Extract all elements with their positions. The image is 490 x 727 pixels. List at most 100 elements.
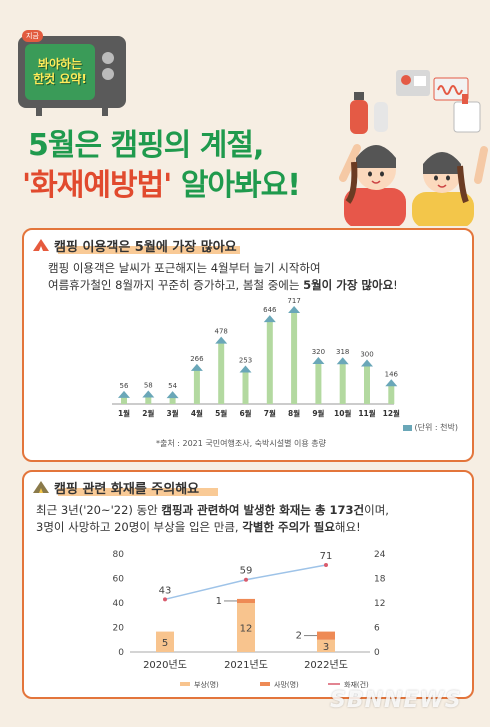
fire-safety-illustration [350, 70, 481, 134]
card-camping-fires: 캠핑 관련 화재를 주의해요 최근 3년('20~'22) 동안 캠핑과 관련하… [22, 470, 474, 699]
card2-header: 캠핑 관련 화재를 주의해요 [32, 478, 200, 497]
right-axis-tick: 0 [374, 648, 380, 658]
bar-1월 [121, 396, 127, 404]
d2a: 3명이 사망하고 20명이 부상을 입은 만큼, [36, 520, 243, 534]
bar-2월 [145, 396, 152, 404]
fire-label: 71 [320, 551, 333, 562]
bar-tent-icon [190, 363, 203, 371]
bar-10월 [339, 363, 346, 404]
death-label: 1 [216, 596, 222, 607]
year-label: 2020년도 [143, 659, 187, 671]
card1-desc-line1: 캠핑 이용객은 날씨가 포근해지는 4월부터 늘기 시작하여 [48, 261, 321, 275]
bar-value-label: 253 [239, 357, 252, 365]
month-label: 7월 [264, 408, 276, 418]
bar-tent-icon [215, 336, 228, 344]
badge-line1: 봐야하는 [37, 57, 83, 71]
card2-desc: 최근 3년('20~'22) 동안 캠핑과 관련하여 발생한 화재는 총 173… [36, 502, 389, 536]
card1-desc: 캠핑 이용객은 날씨가 포근해지는 4월부터 늘기 시작하여 여름휴가철인 8월… [48, 260, 398, 294]
bar-value-label: 318 [336, 348, 349, 356]
bar-tent-icon [118, 390, 130, 398]
bar-tent-icon [312, 356, 325, 364]
fire-statistics-chart: 0 20 40 60 80 0 6 12 18 24 5 2020년도 12 1 2021년도 3 2 2022년… [113, 550, 386, 689]
tent-icon [33, 481, 49, 493]
right-axis-tick: 12 [374, 599, 385, 609]
month-label: 10월 [334, 408, 351, 418]
bar-tent-icon [239, 365, 252, 373]
bar-8월 [291, 312, 298, 404]
bar-tent-icon [361, 359, 373, 367]
death-label: 2 [296, 631, 302, 642]
year-label: 2022년도 [304, 659, 348, 671]
right-axis-tick: 18 [374, 575, 386, 585]
card1-heading: 캠핑 이용객은 5월에 가장 많아요 [54, 239, 237, 255]
month-label: 5월 [215, 408, 227, 418]
card2-heading: 캠핑 관련 화재를 주의해요 [54, 481, 200, 497]
bar-5월 [218, 342, 225, 404]
right-axis-tick: 6 [374, 624, 380, 634]
fire-label: 59 [240, 566, 253, 577]
bar-tent-icon [263, 315, 276, 323]
card2-desc-line2: 3명이 사망하고 20명이 부상을 입은 만큼, 각별한 주의가 필요해요! [36, 519, 389, 536]
death-bar [317, 631, 335, 640]
unit-text: (단위 : 천박) [414, 423, 458, 432]
month-label: 6월 [239, 408, 251, 418]
d1c: 이며, [364, 503, 389, 517]
left-axis-tick: 20 [113, 624, 125, 634]
summary-badge: 지금 봐야하는 한컷 요약! [18, 30, 126, 116]
month-label: 9월 [312, 408, 324, 418]
campers-illustration [339, 144, 488, 226]
badge-tag: 지금 [22, 30, 43, 42]
title-highlight: '화재예방법' [22, 168, 172, 203]
card2-desc-line1: 최근 3년('20~'22) 동안 캠핑과 관련하여 발생한 화재는 총 173… [36, 502, 389, 519]
legend-swatch [402, 424, 412, 431]
legend-swatch [260, 682, 270, 686]
fire-point [163, 597, 167, 602]
fire-point [244, 577, 248, 582]
bar-value-label: 146 [385, 370, 399, 378]
bar-11월 [364, 365, 370, 404]
page-title-line1: 5월은 캠핑의 계절, [28, 128, 264, 163]
bar-4월 [193, 369, 200, 404]
left-axis-tick: 80 [113, 550, 125, 560]
d2c: 해요! [334, 520, 361, 534]
desc2-plain: 여름휴가철인 8월까지 꾸준히 증가하고, 봄철 중에는 [48, 278, 304, 292]
bar-value-label: 320 [312, 348, 325, 356]
left-axis-tick: 40 [113, 599, 125, 609]
year-label: 2021년도 [224, 659, 268, 671]
month-label: 1월 [118, 408, 130, 418]
injury-bar [156, 631, 174, 652]
bar-6월 [242, 371, 249, 404]
monthly-visitors-chart: 56 1월 58 2월 54 3월 266 4월 478 5월 253 6월 646 7월 717 8월 320… [112, 297, 400, 418]
card-camping-visitors: 캠핑 이용객은 5월에 가장 많아요 캠핑 이용객은 날씨가 포근해지는 4월부… [22, 228, 474, 462]
legend-swatch [180, 682, 190, 686]
injury-bar [317, 639, 335, 652]
bar-12월 [388, 385, 395, 404]
injury-label: 3 [323, 642, 329, 653]
card1-desc-line2: 여름휴가철인 8월까지 꾸준히 증가하고, 봄철 중에는 5월이 가장 많아요! [48, 277, 398, 294]
injury-label: 5 [162, 638, 168, 649]
watermark: SBNNEWS [330, 688, 462, 713]
month-label: 2월 [142, 408, 154, 418]
d1a: 최근 3년('20~'22) 동안 [36, 503, 162, 517]
d2b: 각별한 주의가 필요 [242, 520, 335, 534]
legend-label: 화재(건) [344, 680, 369, 689]
tv-knobs [98, 48, 118, 84]
tent-icon [33, 239, 49, 251]
unit-label: (단위 : 천박) [402, 422, 458, 433]
desc2-end: ! [393, 278, 398, 292]
legend-label: 사망(명) [274, 680, 299, 689]
bar-tent-icon [166, 391, 179, 399]
fire-point [324, 563, 328, 568]
month-label: 11월 [358, 408, 375, 418]
d1b: 캠핑과 관련하여 발생한 화재는 총 173건 [161, 503, 365, 517]
bar-value-label: 54 [168, 382, 177, 390]
bar-value-label: 478 [215, 328, 228, 336]
bar-7월 [266, 321, 273, 404]
bar-tent-icon [385, 379, 398, 387]
title-rest: 알아봐요! [171, 168, 301, 203]
bar-tent-icon [288, 306, 301, 313]
right-axis-tick: 24 [374, 550, 386, 560]
page-title-line2: '화재예방법' 알아봐요! [22, 160, 301, 204]
helmet-icon [356, 145, 396, 168]
badge-line2: 한컷 요약! [33, 72, 87, 86]
